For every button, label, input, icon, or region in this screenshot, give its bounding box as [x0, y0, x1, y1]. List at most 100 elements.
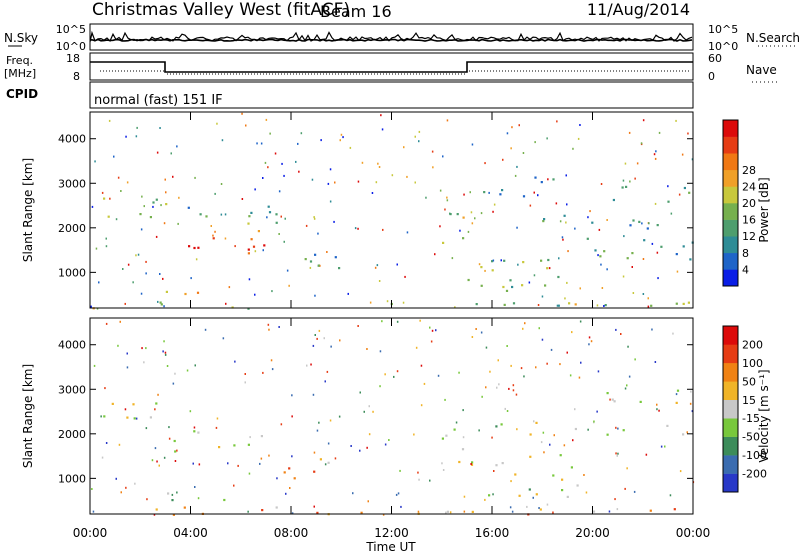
scatter-cell: [616, 454, 618, 457]
scatter-cell: [333, 220, 335, 223]
scatter-cell: [173, 439, 176, 443]
scatter-cell: [552, 178, 555, 181]
scatter-cell: [400, 505, 402, 508]
scatter-cell: [612, 198, 615, 202]
scatter-cell: [514, 473, 517, 476]
scatter-cell: [512, 389, 515, 392]
scatter-cell: [518, 494, 521, 497]
scatter-cell: [515, 393, 518, 396]
scatter-cell: [488, 191, 490, 194]
scatter-cell: [529, 455, 532, 458]
scatter-cell: [603, 250, 606, 253]
scatter-cell: [565, 174, 567, 177]
scatter-cell: [162, 277, 164, 280]
scatter-cell: [278, 233, 280, 235]
scatter-cell: [470, 211, 473, 214]
scatter-cell: [269, 132, 271, 135]
scatter-cell: [526, 505, 528, 508]
scatter-cell: [489, 370, 491, 373]
scatter-cell: [488, 494, 491, 497]
scatter-cell: [497, 359, 499, 362]
scatter-cell: [313, 216, 315, 219]
scatter-cell: [446, 510, 449, 513]
scatter-cell: [327, 442, 330, 445]
scatter-cell: [480, 212, 483, 215]
scatter-cell: [429, 326, 431, 329]
scatter-cell: [349, 146, 352, 149]
scatter-cell: [583, 474, 585, 476]
date-label: 11/Aug/2014: [587, 0, 690, 19]
scatter-cell: [522, 261, 525, 264]
scatter-cell: [288, 467, 291, 470]
scatter-cell: [517, 263, 519, 266]
scatter-cell: [249, 436, 251, 439]
scatter-cell: [382, 513, 385, 516]
scatter-cell: [145, 427, 148, 430]
scatter-cell: [167, 492, 170, 495]
nsky-tick-bottom: 10^0: [56, 40, 86, 53]
scatter-cell: [588, 343, 590, 346]
power-ylabel: Slant Range [km]: [21, 158, 35, 262]
scatter-cell: [165, 203, 168, 206]
scatter-cell: [311, 178, 314, 181]
scatter-cell: [689, 258, 692, 261]
scatter-cell: [566, 495, 569, 498]
scatter-cell: [568, 302, 571, 305]
scatter-cell: [93, 364, 96, 367]
scatter-cell: [262, 249, 264, 252]
scatter-cell: [522, 152, 525, 154]
scatter-cell: [391, 174, 394, 177]
scatter-cell: [350, 445, 352, 447]
scatter-cell: [431, 329, 434, 332]
scatter-cell: [506, 345, 508, 347]
scatter-cell: [656, 403, 658, 406]
colorbar-segment: [723, 362, 738, 382]
scatter-cell: [284, 217, 286, 220]
scatter-cell: [463, 495, 466, 498]
velocity-scatter: [91, 319, 695, 516]
scatter-cell: [399, 469, 401, 472]
scatter-cell: [297, 142, 299, 145]
nsearch-tick-top: 10^5: [708, 23, 738, 36]
scatter-cell: [254, 250, 257, 253]
y-tick-label: 3000: [58, 383, 86, 396]
scatter-cell: [357, 325, 359, 327]
scatter-cell: [504, 407, 506, 410]
scatter-cell: [354, 227, 357, 230]
scatter-cell: [145, 260, 147, 263]
scatter-cell: [660, 245, 663, 248]
scatter-cell: [143, 361, 145, 364]
scatter-cell: [617, 427, 619, 430]
colorbar-segment: [723, 203, 738, 220]
scatter-cell: [518, 124, 520, 127]
scatter-cell: [480, 331, 483, 334]
scatter-cell: [205, 215, 208, 218]
scatter-cell: [538, 507, 540, 509]
scatter-cell: [199, 213, 202, 216]
scatter-cell: [528, 488, 531, 491]
scatter-cell: [105, 322, 108, 325]
freq-label: Freq.: [6, 54, 33, 67]
scatter-cell: [313, 451, 316, 454]
velocity-colorbar: 200 100 50 15 -15 -50 -100 -200: [722, 325, 767, 493]
scatter-cell: [492, 259, 495, 262]
scatter-cell: [522, 195, 526, 198]
scatter-cell: [506, 410, 509, 412]
power-colorbar-label: Power [dB]: [757, 177, 771, 242]
scatter-cell: [597, 370, 600, 373]
scatter-cell: [105, 442, 108, 444]
scatter-cell: [656, 224, 659, 227]
scatter-cell: [228, 286, 231, 289]
x-tick-label: 00:00: [676, 526, 711, 540]
scatter-cell: [176, 491, 178, 494]
scatter-cell: [174, 372, 176, 375]
scatter-cell: [266, 216, 268, 219]
scatter-cell: [435, 329, 437, 332]
scatter-cell: [658, 131, 661, 134]
scatter-cell: [596, 410, 598, 413]
scatter-cell: [528, 281, 531, 284]
scatter-cell: [189, 410, 192, 413]
scatter-cell: [111, 402, 114, 405]
scatter-cell: [463, 510, 466, 513]
scatter-cell: [561, 489, 564, 492]
